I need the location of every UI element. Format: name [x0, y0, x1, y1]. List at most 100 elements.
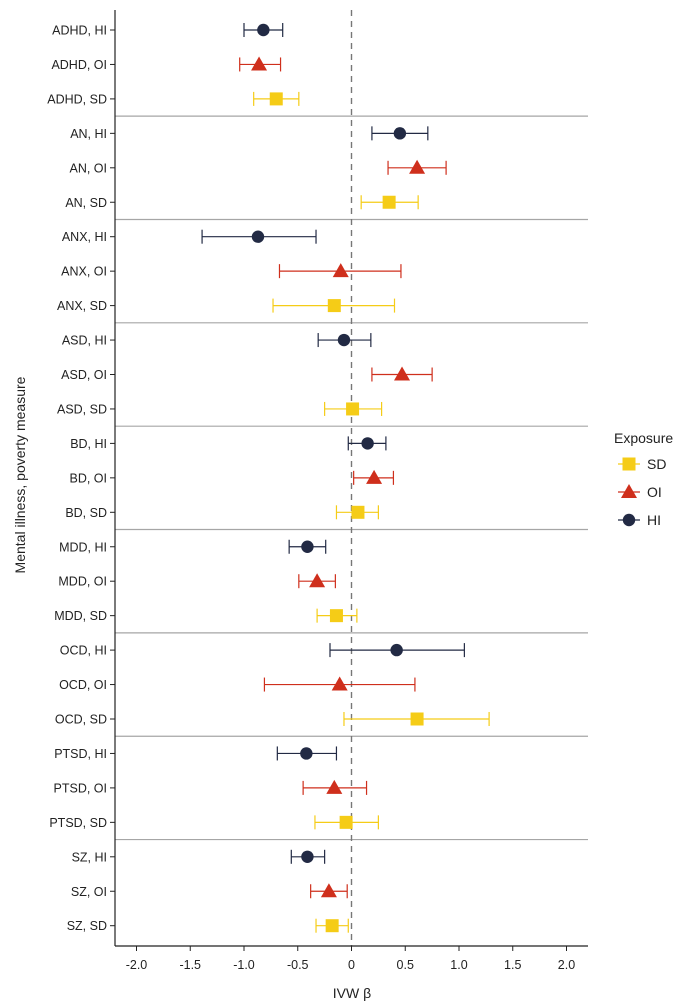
point-marker: [257, 23, 270, 37]
estimate-adhd-oi: [239, 56, 282, 72]
triangle-icon: [621, 484, 637, 498]
legend-label: OI: [647, 484, 662, 500]
y-tick-labels: ADHD, HI ADHD, OI ADHD, SD AN, HI AN, OI AN, …: [47, 24, 107, 934]
estimate-ptsd-oi: [302, 779, 368, 795]
estimate-asd-sd: [324, 401, 383, 416]
estimate-mdd-oi: [298, 573, 336, 589]
square-icon: [622, 457, 636, 471]
estimate-ocd-hi: [329, 643, 465, 658]
point-marker: [269, 92, 283, 106]
estimate-anx-sd: [272, 298, 396, 313]
y-tick-label-asd-hi: ASD, HI: [62, 334, 107, 348]
y-tick-label-adhd-hi: ADHD, HI: [52, 24, 107, 38]
legend-label: SD: [647, 456, 666, 472]
y-tick-label-bd-sd: BD, SD: [65, 506, 107, 520]
x-tick-label: 1.0: [450, 958, 467, 972]
estimate-bd-sd: [335, 505, 379, 520]
point-marker: [346, 402, 360, 416]
y-tick-label-mdd-hi: MDD, HI: [59, 540, 107, 554]
y-tick-label-ocd-sd: OCD, SD: [55, 713, 107, 727]
estimate-an-hi: [371, 126, 429, 141]
estimates: [201, 23, 490, 933]
point-marker: [326, 779, 343, 794]
estimate-ocd-oi: [263, 676, 416, 692]
estimate-an-sd: [360, 195, 419, 210]
legend-label: HI: [647, 512, 661, 528]
point-marker: [390, 643, 403, 657]
estimate-ocd-sd: [343, 712, 490, 726]
estimate-sz-oi: [310, 883, 348, 899]
estimate-bd-oi: [353, 469, 395, 485]
y-tick-label-ocd-oi: OCD, OI: [59, 678, 107, 692]
circle-icon: [622, 513, 636, 527]
y-tick-label-asd-oi: ASD, OI: [61, 368, 107, 382]
estimate-bd-hi: [347, 436, 387, 451]
y-tick-label-anx-oi: ANX, OI: [61, 265, 107, 279]
point-marker: [382, 195, 396, 209]
x-tick-label: -2.0: [126, 958, 148, 972]
point-marker: [339, 815, 353, 829]
x-tick-label: -0.5: [287, 958, 309, 972]
estimate-ptsd-hi: [276, 746, 338, 761]
y-tick-label-asd-sd: ASD, SD: [57, 402, 107, 416]
estimate-adhd-hi: [243, 23, 284, 37]
y-tick-label-sz-hi: SZ, HI: [72, 850, 107, 864]
point-marker: [410, 712, 424, 726]
estimate-mdd-hi: [288, 539, 327, 554]
legend-item-oi: OI: [618, 484, 662, 500]
point-marker: [351, 505, 365, 519]
y-tick-label-an-oi: AN, OI: [69, 161, 107, 175]
estimate-anx-hi: [201, 229, 317, 244]
point-marker: [327, 299, 341, 313]
point-marker: [331, 676, 348, 691]
y-tick-label-adhd-sd: ADHD, SD: [47, 92, 107, 106]
x-tick-label: -1.5: [179, 958, 201, 972]
y-tick-label-ocd-hi: OCD, HI: [60, 644, 107, 658]
y-tick-label-adhd-oi: ADHD, OI: [51, 58, 107, 72]
y-tick-label-mdd-sd: MDD, SD: [54, 609, 107, 623]
estimate-sz-sd: [315, 918, 349, 933]
y-tick-label-mdd-oi: MDD, OI: [58, 575, 107, 589]
y-tick-label-sz-oi: SZ, OI: [71, 885, 107, 899]
estimate-an-oi: [387, 159, 447, 175]
point-marker: [361, 437, 374, 450]
estimate-sz-hi: [290, 849, 326, 864]
point-marker: [300, 747, 313, 760]
point-marker: [309, 573, 326, 588]
y-tick-label-ptsd-sd: PTSD, SD: [49, 816, 107, 830]
x-axis-title: IVW β: [333, 985, 371, 1001]
estimate-adhd-sd: [253, 91, 300, 106]
legend-title: Exposure: [614, 430, 673, 446]
point-marker: [251, 56, 268, 71]
point-marker: [325, 919, 339, 933]
x-tick-label: 2.0: [558, 958, 575, 972]
y-tick-label-ptsd-oi: PTSD, OI: [54, 781, 107, 795]
x-tick-label: 1.5: [504, 958, 521, 972]
x-tick-labels: -2.0 -1.5 -1.0 -0.5 0 0.5 1.0 1.5 2.0: [126, 958, 576, 972]
point-marker: [394, 366, 411, 381]
point-marker: [329, 609, 343, 623]
y-tick-label-bd-oi: BD, OI: [69, 471, 107, 485]
estimate-asd-hi: [317, 333, 372, 348]
y-tick-label-anx-sd: ANX, SD: [57, 299, 107, 313]
point-marker: [251, 230, 265, 243]
legend-item-hi: HI: [618, 512, 661, 528]
point-marker: [393, 127, 407, 140]
estimate-mdd-sd: [316, 608, 358, 623]
legend-items: SD OI HI: [618, 456, 666, 528]
point-marker: [366, 469, 383, 484]
legend-item-sd: SD: [618, 456, 666, 472]
estimate-ptsd-sd: [314, 815, 379, 830]
estimate-asd-oi: [371, 366, 433, 382]
point-marker: [320, 883, 337, 898]
y-axis-title: Mental illness, poverty measure: [12, 376, 28, 573]
y-tick-label-bd-hi: BD, HI: [70, 437, 107, 451]
point-marker: [337, 333, 351, 347]
y-tick-label-anx-hi: ANX, HI: [62, 230, 107, 244]
y-tick-label-an-hi: AN, HI: [70, 127, 107, 141]
estimate-anx-oi: [278, 263, 402, 279]
point-marker: [301, 850, 314, 863]
y-tick-label-an-sd: AN, SD: [65, 196, 107, 210]
x-tick-label: 0.5: [397, 958, 414, 972]
